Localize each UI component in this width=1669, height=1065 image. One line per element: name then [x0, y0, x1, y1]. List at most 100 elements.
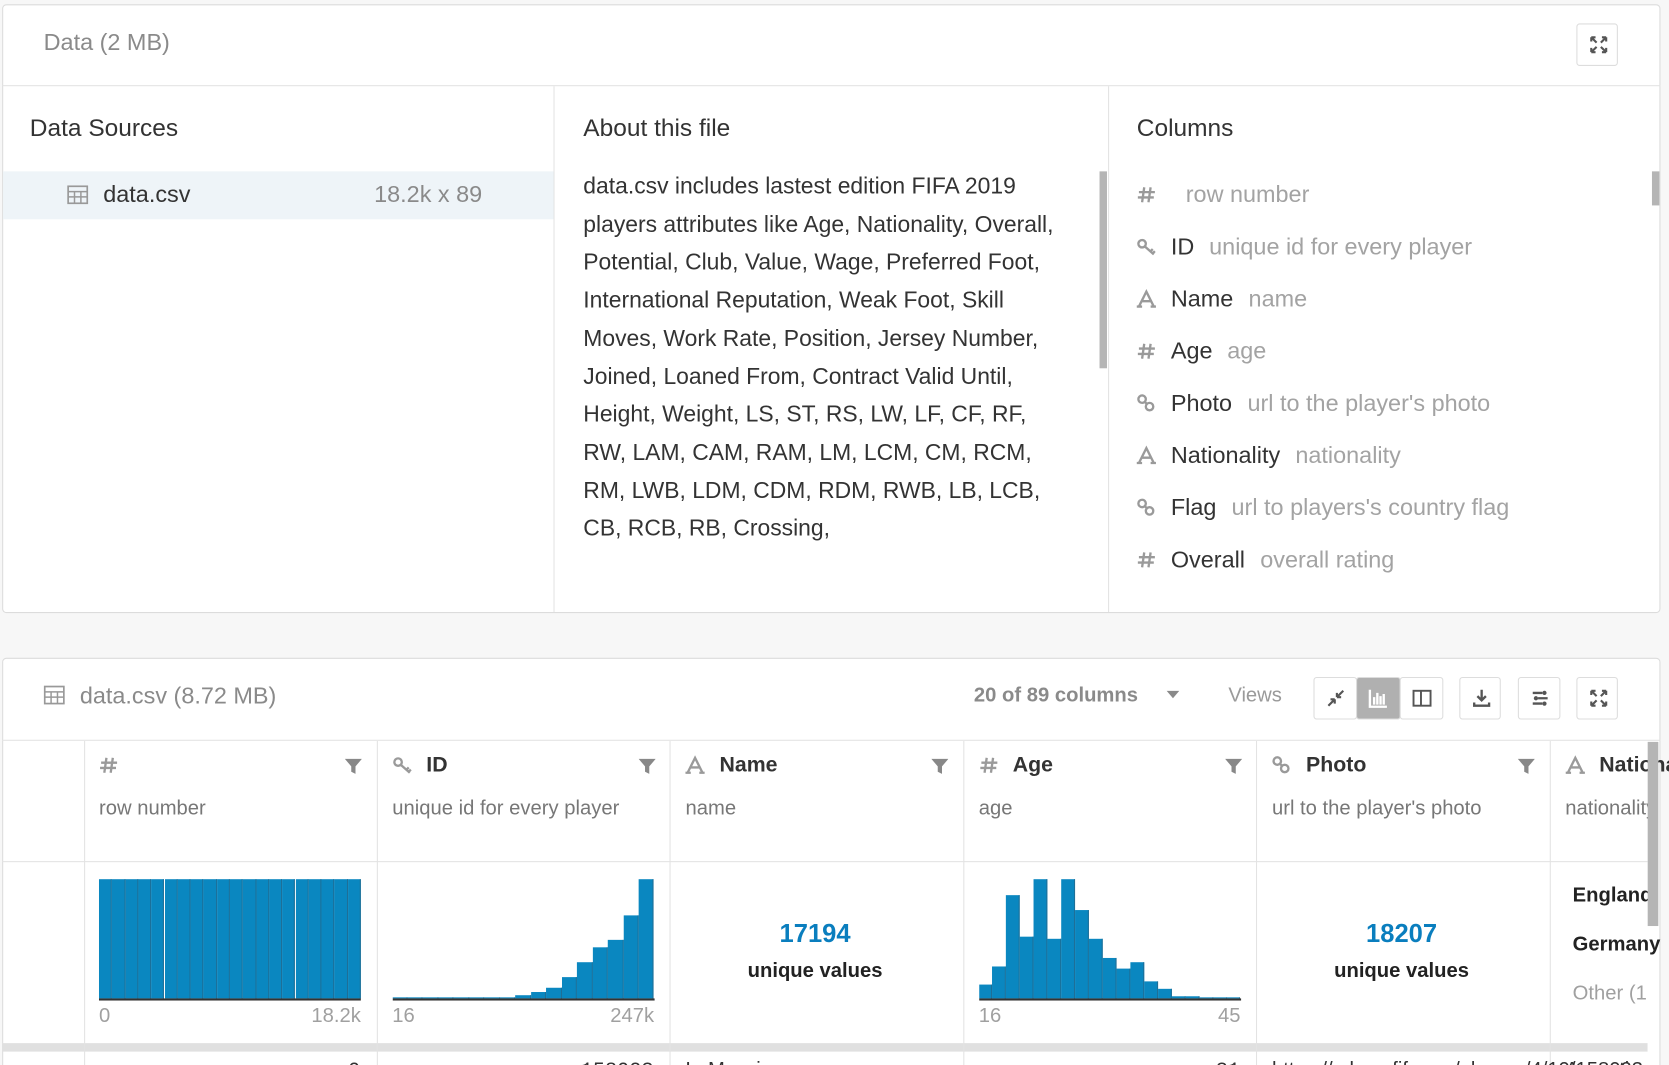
type-icon [1136, 549, 1157, 570]
histogram-bar [243, 879, 256, 998]
column-desc: overall rating [1260, 543, 1394, 576]
section-title: About this file [583, 111, 730, 145]
type-icon [1136, 393, 1157, 414]
top-value: Germany [1573, 931, 1661, 959]
histogram-bar [1048, 939, 1062, 999]
compact-view-button-icon [1325, 688, 1346, 709]
histogram-bar [322, 879, 335, 998]
histogram-bar [1034, 879, 1048, 998]
table-cell: L. Messi [685, 1057, 760, 1065]
type-icon [98, 755, 119, 776]
divider [2, 85, 1660, 86]
histogram-min: 16 [979, 1002, 1002, 1030]
table-column [1257, 741, 1550, 1065]
column-name: Name [720, 750, 778, 780]
column-name: ID [426, 750, 447, 780]
about-text: data.csv includes lastest edition FIFA 2… [583, 168, 1075, 548]
type-icon [978, 755, 999, 776]
histogram-bar [623, 915, 638, 998]
type-icon [1271, 755, 1292, 776]
histogram-bar [592, 947, 607, 998]
histogram-bar [335, 879, 348, 998]
compact-view-button[interactable] [1313, 677, 1357, 720]
histogram-bar [979, 984, 993, 998]
unique-label: unique values [1257, 958, 1546, 986]
column-name: Age [1171, 335, 1213, 368]
filter-icon[interactable] [1225, 758, 1242, 775]
column-desc: age [1227, 335, 1266, 368]
histogram-bar [639, 879, 654, 998]
column-desc: unique id for every player [392, 795, 619, 823]
histogram-bar [99, 879, 112, 998]
table-column [671, 741, 964, 1065]
filter-icon[interactable] [1518, 758, 1535, 775]
about-clip: data.csv includes lastest edition FIFA 2… [583, 168, 1083, 587]
histogram-bar [308, 879, 321, 998]
filter-icon[interactable] [931, 758, 948, 775]
histogram-baseline [99, 998, 361, 1000]
type-icon [1136, 445, 1157, 466]
filter-icon[interactable] [638, 758, 655, 775]
histogram-bar [1006, 895, 1020, 999]
column-desc: unique id for every player [1209, 231, 1472, 264]
histogram-bar [348, 879, 361, 998]
download-button[interactable] [1459, 677, 1501, 720]
top-other: Other (1 [1573, 980, 1647, 1008]
histogram-bar [282, 879, 295, 998]
histogram-bar [562, 977, 577, 998]
histogram-bar [269, 879, 282, 998]
table-cell: 31 [979, 1057, 1240, 1065]
histogram-max: 247k [494, 1002, 654, 1030]
histogram-bar [230, 879, 243, 998]
expand-button[interactable] [1576, 23, 1618, 66]
views-label: Views [1228, 682, 1282, 710]
histogram-bar [204, 879, 217, 998]
histogram-max: 45 [1081, 1002, 1241, 1030]
unique-label: unique values [671, 958, 960, 986]
type-icon [1564, 755, 1585, 776]
detail-view-button-icon [1411, 688, 1432, 709]
column-desc: url to players's country flag [1232, 491, 1510, 524]
file-title: data.csv (8.72 MB) [80, 680, 277, 713]
column-name: Name [1171, 283, 1233, 316]
column-picker[interactable]: 20 of 89 columns [974, 682, 1138, 710]
column-name: Nationality [1599, 750, 1669, 780]
file-size: 18.2k x 89 [269, 178, 482, 211]
column-view-button-icon [1368, 688, 1389, 709]
histogram-bar [577, 963, 592, 999]
histogram-bar [1144, 982, 1158, 999]
histogram-bar [608, 940, 623, 998]
histogram-max: 18.2k [201, 1002, 361, 1030]
column-desc: name [1249, 283, 1308, 316]
type-icon [684, 755, 705, 776]
unique-count: 18207 [1257, 917, 1546, 953]
dropdown-caret [1167, 691, 1180, 700]
column-name: Overall [1171, 543, 1245, 576]
column-view-button[interactable] [1356, 677, 1401, 720]
histogram-bar [256, 879, 269, 998]
fork-button[interactable] [1518, 677, 1561, 720]
detail-view-button[interactable] [1400, 677, 1444, 720]
column-name: ID [1171, 231, 1194, 264]
column-name: Photo [1306, 750, 1366, 780]
table-icon [44, 685, 65, 704]
divider [1108, 86, 1109, 612]
histogram-bar [295, 879, 308, 998]
section-title: Columns [1137, 111, 1234, 145]
unique-count: 17194 [671, 917, 960, 953]
column-desc: row number [99, 795, 206, 823]
histogram-bar [138, 879, 151, 998]
histogram-bar [1089, 939, 1103, 999]
histogram-bar [1117, 969, 1131, 999]
expand-button-icon [1588, 34, 1609, 55]
column-desc: name [685, 795, 736, 823]
type-icon [1136, 288, 1157, 309]
histogram-bar [178, 879, 191, 998]
histogram-bar [1061, 879, 1075, 998]
filter-icon[interactable] [345, 758, 362, 775]
histogram-bar [546, 988, 561, 999]
histogram-bar [1075, 910, 1089, 998]
expand-button[interactable] [1576, 677, 1618, 720]
histogram-bar [1103, 958, 1117, 999]
table-cell: Argentina [1565, 1057, 1652, 1065]
